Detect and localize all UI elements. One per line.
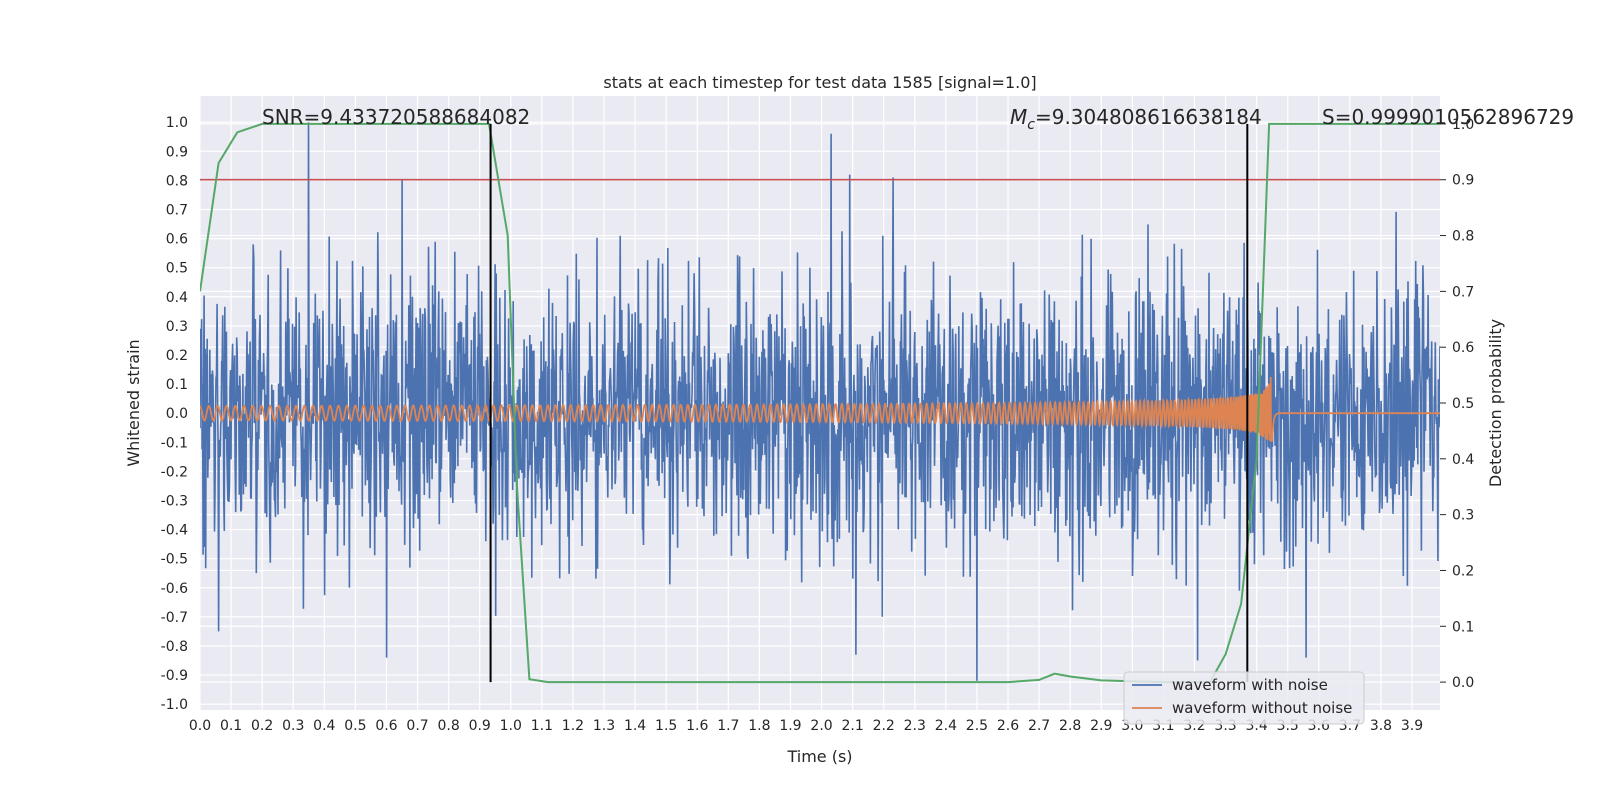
y-tick-label: -0.2 (161, 464, 188, 480)
y-tick-label: 0.4 (166, 290, 188, 306)
signal-score-annotation: S=0.9999010562896729 (1322, 105, 1574, 129)
legend: waveform with noise waveform without noi… (1123, 671, 1365, 725)
y-tick-label: 0.2 (166, 348, 188, 364)
x-tick-label: 0.1 (220, 718, 242, 734)
y-tick-label: 0.6 (166, 232, 188, 248)
x-tick-label: 1.6 (686, 718, 708, 734)
y-tick-labels: 1.0 0.9 0.8 0.7 0.6 0.5 0.4 0.3 0.2 0.1 0.0 -0.1 -0.… (161, 115, 188, 713)
x-tick-label: 0.0 (189, 718, 211, 734)
x-tick-label: 0.3 (282, 718, 304, 734)
x-tick-label: 2.6 (997, 718, 1019, 734)
right-y-tick-label: 0.8 (1452, 229, 1474, 245)
x-tick-label: 2.5 (966, 718, 988, 734)
right-y-tick-label: 0.9 (1452, 173, 1474, 189)
legend-label-noise: waveform with noise (1172, 676, 1328, 694)
x-tick-label: 1.7 (717, 718, 739, 734)
y-tick-label: 0.0 (166, 406, 188, 422)
y-tick-label: -0.9 (161, 668, 188, 684)
chirp-mass-symbol: M (1010, 105, 1027, 129)
right-y-tick-label: 1.0 (1452, 117, 1474, 133)
clean-waveform-line (200, 376, 1440, 442)
y-tick-label: 0.3 (166, 319, 188, 335)
x-tick-label: 0.8 (437, 718, 459, 734)
x-tick-label: 1.0 (500, 718, 522, 734)
detection-probability-line (200, 122, 1440, 684)
right-y-tick-label: 0.3 (1452, 508, 1474, 524)
y-tick-label: -0.5 (161, 552, 188, 568)
x-tick-label: 0.4 (313, 718, 335, 734)
snr-annotation: SNR=9.433720588684082 (262, 105, 530, 129)
x-tick-label: 0.5 (344, 718, 366, 734)
noise-waveform-line (200, 122, 1440, 681)
y-tick-label: -0.3 (161, 493, 188, 509)
x-tick-label: 3.9 (1401, 718, 1423, 734)
y-tick-label: -1.0 (161, 697, 188, 713)
right-y-axis-label: Detection probability (1486, 319, 1505, 487)
y-axis-label: Whitened strain (124, 339, 143, 466)
y-tick-label: 0.9 (166, 144, 188, 160)
right-y-tick-label: 0.2 (1452, 563, 1474, 579)
right-y-tick-label: 0.4 (1452, 452, 1474, 468)
legend-label-clean: waveform without noise (1172, 699, 1352, 717)
x-tick-label: 2.2 (873, 718, 895, 734)
x-tick-label: 2.3 (904, 718, 926, 734)
y-tick-label: 1.0 (166, 115, 188, 131)
x-tick-label: 0.2 (251, 718, 273, 734)
right-y-tick-label: 0.7 (1452, 284, 1474, 300)
x-tick-label: 2.9 (1090, 718, 1112, 734)
legend-box (1123, 671, 1365, 725)
right-y-tick-label: 0.1 (1452, 619, 1474, 635)
x-tick-labels: 0.0 0.1 0.2 0.3 0.4 0.5 0.6 0.7 0.8 0.9 1.0 1.1 1.2 1… (189, 718, 1423, 734)
x-tick-label: 2.7 (1028, 718, 1050, 734)
right-y-tick-label: 0.6 (1452, 340, 1474, 356)
x-tick-label: 0.6 (375, 718, 397, 734)
x-tick-label: 1.3 (593, 718, 615, 734)
x-tick-label: 2.0 (810, 718, 832, 734)
y-tick-label: 0.1 (166, 377, 188, 393)
x-tick-label: 1.1 (531, 718, 553, 734)
right-y-tick-label: 0.0 (1452, 675, 1474, 691)
x-tick-label: 0.9 (469, 718, 491, 734)
chart-title: stats at each timestep for test data 158… (603, 73, 1036, 92)
x-tick-label: 0.7 (406, 718, 428, 734)
x-tick-label: 1.5 (655, 718, 677, 734)
chirp-mass-subscript: c (1027, 117, 1035, 133)
x-tick-label: 1.8 (748, 718, 770, 734)
x-tick-label: 1.4 (624, 718, 646, 734)
right-y-tick-labels: 1.0 0.9 0.8 0.7 0.6 0.5 0.4 0.3 0.2 0.1 0.0 (1452, 117, 1474, 691)
y-tick-label: -0.1 (161, 435, 188, 451)
x-tick-label: 3.8 (1370, 718, 1392, 734)
y-tick-label: -0.6 (161, 581, 188, 597)
y-tick-label: 0.8 (166, 173, 188, 189)
chirp-mass-value: =9.304808616638184 (1035, 105, 1262, 129)
right-y-tick-label: 0.5 (1452, 396, 1474, 412)
chirp-mass-annotation: Mc=9.304808616638184 (1010, 105, 1262, 133)
y-tick-label: 0.5 (166, 261, 188, 277)
y-tick-label: -0.8 (161, 639, 188, 655)
y-tick-label: -0.4 (161, 523, 188, 539)
y-tick-label: 0.7 (166, 202, 188, 218)
y-tick-label: -0.7 (161, 610, 188, 626)
x-tick-label: 2.4 (935, 718, 957, 734)
x-tick-label: 2.8 (1059, 718, 1081, 734)
x-tick-label: 1.2 (562, 718, 584, 734)
x-axis-label: Time (s) (786, 747, 852, 766)
x-tick-label: 1.9 (779, 718, 801, 734)
x-tick-label: 2.1 (841, 718, 863, 734)
